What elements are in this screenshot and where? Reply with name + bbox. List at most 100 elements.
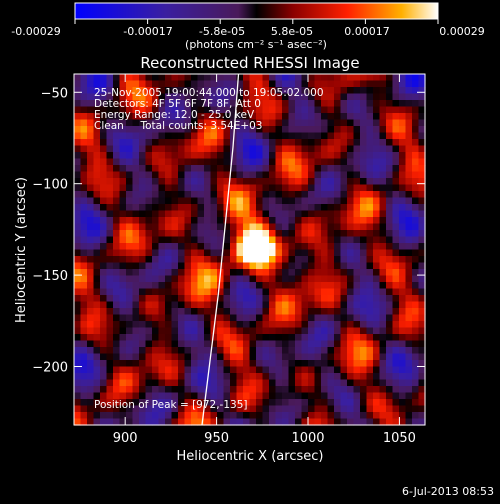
heatmap-cell bbox=[217, 379, 225, 387]
heatmap-cell bbox=[165, 243, 173, 251]
heatmap-cell bbox=[204, 119, 212, 127]
heatmap-cell bbox=[100, 80, 108, 88]
heatmap-cell bbox=[197, 113, 205, 121]
heatmap-cell bbox=[243, 405, 251, 413]
heatmap-cell bbox=[288, 139, 296, 147]
heatmap-cell bbox=[126, 360, 134, 368]
heatmap-cell bbox=[204, 152, 212, 160]
heatmap-cell bbox=[301, 126, 309, 134]
heatmap-cell bbox=[334, 139, 342, 147]
heatmap-cell bbox=[314, 314, 322, 322]
heatmap-cell bbox=[405, 321, 413, 329]
heatmap-cell bbox=[197, 347, 205, 355]
heatmap-cell bbox=[204, 360, 212, 368]
heatmap-cell bbox=[93, 314, 101, 322]
heatmap-cell bbox=[178, 152, 186, 160]
heatmap-cell bbox=[405, 327, 413, 335]
heatmap-cell bbox=[386, 236, 394, 244]
heatmap-cell bbox=[165, 152, 173, 160]
heatmap-cell bbox=[217, 243, 225, 251]
heatmap-cell bbox=[295, 230, 303, 238]
heatmap-cell bbox=[262, 243, 270, 251]
heatmap-cell bbox=[210, 275, 218, 283]
heatmap-cell bbox=[269, 204, 277, 212]
heatmap-cell bbox=[295, 360, 303, 368]
heatmap-cell bbox=[171, 295, 179, 303]
heatmap-cell bbox=[204, 327, 212, 335]
heatmap-cell bbox=[295, 217, 303, 225]
heatmap-cell bbox=[158, 184, 166, 192]
heatmap-cell bbox=[340, 184, 348, 192]
heatmap-cell bbox=[230, 347, 238, 355]
heatmap-cell bbox=[184, 412, 192, 420]
heatmap-cell bbox=[93, 321, 101, 329]
heatmap-cell bbox=[139, 418, 147, 426]
heatmap-cell bbox=[301, 243, 309, 251]
heatmap-cell bbox=[327, 223, 335, 231]
heatmap-cell bbox=[230, 191, 238, 199]
heatmap-cell bbox=[321, 321, 329, 329]
heatmap-cell bbox=[269, 334, 277, 342]
heatmap-cell bbox=[119, 126, 127, 134]
heatmap-cell bbox=[353, 334, 361, 342]
heatmap-cell bbox=[145, 399, 153, 407]
heatmap-cell bbox=[347, 217, 355, 225]
heatmap-cell bbox=[191, 139, 199, 147]
heatmap-cell bbox=[184, 87, 192, 95]
heatmap-cell bbox=[353, 184, 361, 192]
heatmap-cell bbox=[204, 223, 212, 231]
heatmap-cell bbox=[340, 360, 348, 368]
heatmap-cell bbox=[366, 204, 374, 212]
heatmap-cell bbox=[418, 308, 426, 316]
heatmap-cell bbox=[184, 158, 192, 166]
y-axis-label: Heliocentric Y (arcsec) bbox=[14, 177, 29, 323]
heatmap-cell bbox=[256, 139, 264, 147]
heatmap-cell bbox=[217, 295, 225, 303]
heatmap-cell bbox=[126, 145, 134, 153]
heatmap-cell bbox=[308, 347, 316, 355]
heatmap-cell bbox=[74, 197, 82, 205]
heatmap-cell bbox=[204, 184, 212, 192]
heatmap-cell bbox=[412, 282, 420, 290]
heatmap-cell bbox=[262, 223, 270, 231]
heatmap-cell bbox=[269, 418, 277, 426]
heatmap-cell bbox=[87, 334, 95, 342]
heatmap-cell bbox=[87, 145, 95, 153]
heatmap-cell bbox=[87, 405, 95, 413]
heatmap-cell bbox=[295, 204, 303, 212]
heatmap-cell bbox=[288, 87, 296, 95]
heatmap-cell bbox=[399, 243, 407, 251]
heatmap-cell bbox=[178, 275, 186, 283]
heatmap-cell bbox=[243, 249, 251, 257]
heatmap-cell bbox=[314, 184, 322, 192]
colorbar-unit-label: (photons cm⁻² s⁻¹ asec⁻²) bbox=[185, 38, 327, 51]
heatmap-cell bbox=[197, 366, 205, 374]
heatmap-cell bbox=[210, 165, 218, 173]
heatmap-cell bbox=[340, 223, 348, 231]
heatmap-cell bbox=[275, 171, 283, 179]
heatmap-cell bbox=[418, 360, 426, 368]
heatmap-cell bbox=[249, 126, 257, 134]
heatmap-cell bbox=[360, 347, 368, 355]
heatmap-cell bbox=[217, 223, 225, 231]
heatmap-cell bbox=[405, 360, 413, 368]
heatmap-cell bbox=[178, 386, 186, 394]
heatmap-cell bbox=[418, 171, 426, 179]
heatmap-cell bbox=[301, 145, 309, 153]
heatmap-cell bbox=[100, 197, 108, 205]
heatmap-cell bbox=[93, 217, 101, 225]
heatmap-cell bbox=[119, 87, 127, 95]
heatmap-cell bbox=[158, 405, 166, 413]
heatmap-cell bbox=[100, 178, 108, 186]
heatmap-cell bbox=[412, 366, 420, 374]
heatmap-cell bbox=[197, 373, 205, 381]
heatmap-cell bbox=[236, 334, 244, 342]
heatmap-cell bbox=[119, 373, 127, 381]
heatmap-cell bbox=[288, 275, 296, 283]
heatmap-cell bbox=[340, 145, 348, 153]
heatmap-cell bbox=[373, 379, 381, 387]
heatmap-cell bbox=[152, 100, 160, 108]
heatmap-cell bbox=[327, 165, 335, 173]
heatmap-cell bbox=[269, 236, 277, 244]
heatmap-cell bbox=[191, 353, 199, 361]
